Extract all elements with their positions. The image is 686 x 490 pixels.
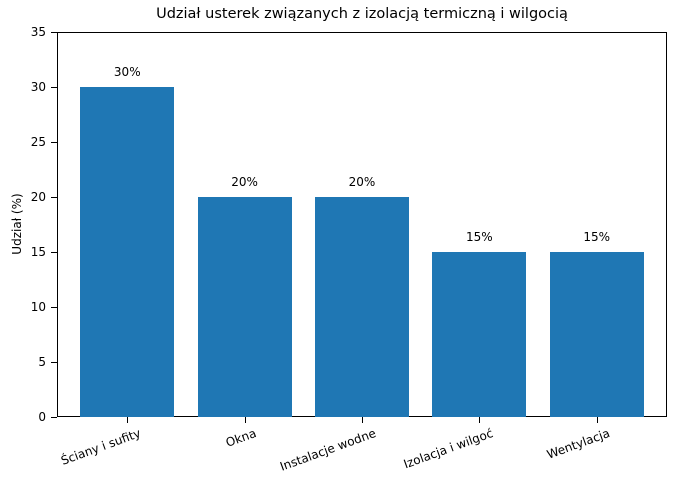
y-tick-label: 30 <box>30 80 46 94</box>
x-tick <box>244 417 246 423</box>
y-tick-label: 35 <box>30 25 46 39</box>
bar <box>315 197 409 417</box>
bar <box>197 197 292 417</box>
x-tick <box>362 417 363 423</box>
x-tick <box>479 417 481 423</box>
y-tick-label: 15 <box>30 245 46 259</box>
x-tick-label: Okna <box>224 426 259 450</box>
bar-value-label: 15% <box>583 230 611 244</box>
y-tick <box>51 197 57 198</box>
bar <box>549 252 644 417</box>
x-tick-label: Ściany i sufity <box>59 426 143 468</box>
bar-value-label: 15% <box>466 230 493 244</box>
x-tick-label: Wentylacja <box>544 426 612 462</box>
bar-value-label: 20% <box>348 175 376 189</box>
x-tick <box>596 417 598 423</box>
y-tick-label: 5 <box>38 355 46 369</box>
x-tick-label: Izolacja i wilgoć <box>401 426 495 472</box>
y-tick <box>51 252 57 253</box>
y-tick <box>51 87 57 88</box>
y-tick <box>51 142 57 143</box>
y-tick <box>51 32 57 33</box>
bar-value-label: 30% <box>113 65 141 79</box>
y-tick <box>51 307 57 308</box>
y-tick <box>51 362 57 363</box>
y-tick-label: 0 <box>38 410 46 424</box>
y-tick-label: 10 <box>30 300 46 314</box>
y-axis-label: Udział (%) <box>10 193 24 255</box>
x-tick <box>127 417 129 423</box>
bar <box>80 87 175 417</box>
chart-title: Udział usterek związanych z izolacją ter… <box>156 6 568 22</box>
y-tick-label: 20 <box>30 190 46 204</box>
y-tick <box>51 417 57 418</box>
bar-value-label: 20% <box>231 175 258 189</box>
x-tick-label: Instalacje wodne <box>278 426 378 474</box>
bar <box>432 252 527 417</box>
y-tick-label: 25 <box>30 135 46 149</box>
